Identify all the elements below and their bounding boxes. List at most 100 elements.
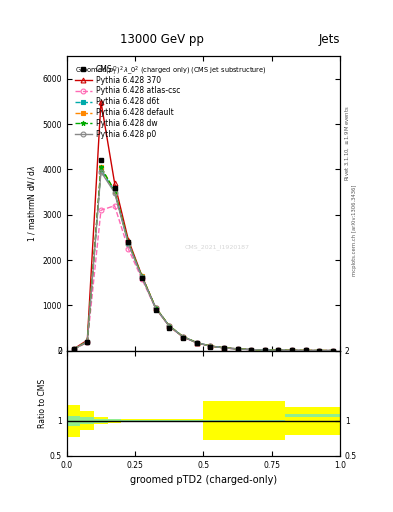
Pythia 6.428 370 — [140, 273, 144, 279]
Pythia 6.428 370 — [276, 347, 281, 353]
Line: Pythia 6.428 default: Pythia 6.428 default — [71, 165, 336, 353]
Pythia 6.428 370 — [303, 348, 308, 354]
Pythia 6.428 dw — [235, 346, 240, 352]
Pythia 6.428 dw — [140, 273, 144, 280]
Pythia 6.428 370 — [71, 346, 76, 352]
Pythia 6.428 atlas-csc — [71, 346, 76, 352]
Pythia 6.428 atlas-csc — [153, 306, 158, 312]
Pythia 6.428 d6t — [71, 346, 76, 352]
Pythia 6.428 default — [222, 345, 226, 351]
Pythia 6.428 370 — [167, 323, 172, 329]
Pythia 6.428 p0 — [99, 168, 103, 175]
CMS — [276, 347, 281, 353]
CMS — [85, 338, 90, 345]
CMS — [71, 346, 76, 352]
Pythia 6.428 d6t — [317, 348, 322, 354]
Pythia 6.428 d6t — [263, 347, 267, 353]
X-axis label: groomed pTD2 (charged-only): groomed pTD2 (charged-only) — [130, 475, 277, 485]
Pythia 6.428 d6t — [99, 166, 103, 173]
Line: Pythia 6.428 atlas-csc: Pythia 6.428 atlas-csc — [71, 203, 336, 353]
Pythia 6.428 atlas-csc — [126, 246, 130, 252]
CMS — [140, 275, 144, 281]
Pythia 6.428 default — [71, 346, 76, 352]
CMS — [222, 345, 226, 351]
Pythia 6.428 370 — [194, 339, 199, 346]
CMS — [126, 239, 130, 245]
Pythia 6.428 d6t — [222, 345, 226, 351]
Pythia 6.428 dw — [303, 348, 308, 354]
CMS — [263, 347, 267, 353]
CMS — [99, 157, 103, 163]
Pythia 6.428 default — [153, 305, 158, 311]
Pythia 6.428 p0 — [249, 347, 253, 353]
Pythia 6.428 atlas-csc — [180, 334, 185, 340]
Pythia 6.428 atlas-csc — [290, 347, 294, 353]
Pythia 6.428 d6t — [167, 323, 172, 329]
Pythia 6.428 atlas-csc — [85, 339, 90, 346]
Text: Groomed$(p_T^D)^2\,\lambda\_0^2$ (charged only) (CMS jet substructure): Groomed$(p_T^D)^2\,\lambda\_0^2$ (charge… — [75, 65, 266, 78]
Pythia 6.428 dw — [276, 347, 281, 353]
Line: CMS: CMS — [71, 158, 336, 353]
Pythia 6.428 default — [290, 347, 294, 353]
Pythia 6.428 370 — [317, 348, 322, 354]
Pythia 6.428 default — [276, 347, 281, 353]
Pythia 6.428 p0 — [140, 274, 144, 280]
Pythia 6.428 dw — [194, 339, 199, 346]
Pythia 6.428 d6t — [194, 339, 199, 346]
Pythia 6.428 default — [208, 343, 213, 349]
CMS — [180, 335, 185, 341]
Pythia 6.428 d6t — [85, 338, 90, 345]
Y-axis label: Ratio to CMS: Ratio to CMS — [38, 378, 47, 428]
Pythia 6.428 d6t — [153, 305, 158, 311]
Pythia 6.428 atlas-csc — [112, 203, 117, 209]
Pythia 6.428 dw — [317, 348, 322, 354]
Pythia 6.428 default — [112, 188, 117, 194]
Pythia 6.428 atlas-csc — [167, 323, 172, 329]
Pythia 6.428 default — [249, 347, 253, 353]
Pythia 6.428 p0 — [303, 348, 308, 354]
Pythia 6.428 atlas-csc — [276, 347, 281, 353]
Pythia 6.428 p0 — [290, 347, 294, 353]
Pythia 6.428 d6t — [235, 346, 240, 352]
CMS — [208, 344, 213, 350]
Legend: CMS, Pythia 6.428 370, Pythia 6.428 atlas-csc, Pythia 6.428 d6t, Pythia 6.428 de: CMS, Pythia 6.428 370, Pythia 6.428 atla… — [73, 63, 182, 141]
Pythia 6.428 p0 — [331, 348, 336, 354]
Pythia 6.428 dw — [331, 348, 336, 354]
Pythia 6.428 p0 — [112, 189, 117, 196]
Pythia 6.428 atlas-csc — [303, 348, 308, 354]
Pythia 6.428 370 — [331, 348, 336, 354]
Line: Pythia 6.428 370: Pythia 6.428 370 — [71, 99, 336, 353]
Pythia 6.428 p0 — [317, 348, 322, 354]
Pythia 6.428 atlas-csc — [331, 348, 336, 354]
Pythia 6.428 p0 — [85, 338, 90, 345]
Text: CMS_2021_I1920187: CMS_2021_I1920187 — [185, 245, 250, 250]
Pythia 6.428 dw — [180, 333, 185, 339]
Pythia 6.428 default — [126, 239, 130, 245]
Pythia 6.428 p0 — [222, 345, 226, 351]
Pythia 6.428 default — [85, 338, 90, 345]
Pythia 6.428 370 — [99, 98, 103, 104]
CMS — [153, 307, 158, 313]
Line: Pythia 6.428 dw: Pythia 6.428 dw — [71, 165, 336, 353]
Pythia 6.428 dw — [71, 346, 76, 352]
Pythia 6.428 atlas-csc — [140, 276, 144, 282]
Text: mcplots.cern.ch [arXiv:1306.3436]: mcplots.cern.ch [arXiv:1306.3436] — [352, 185, 357, 276]
Pythia 6.428 default — [167, 323, 172, 329]
Pythia 6.428 atlas-csc — [317, 348, 322, 354]
Pythia 6.428 dw — [208, 343, 213, 349]
Pythia 6.428 370 — [126, 237, 130, 243]
Pythia 6.428 d6t — [303, 348, 308, 354]
Text: 13000 GeV pp: 13000 GeV pp — [121, 33, 204, 46]
Pythia 6.428 p0 — [180, 334, 185, 340]
Pythia 6.428 p0 — [153, 305, 158, 311]
CMS — [194, 340, 199, 347]
Pythia 6.428 atlas-csc — [194, 340, 199, 346]
CMS — [235, 346, 240, 352]
Pythia 6.428 atlas-csc — [208, 343, 213, 349]
Line: Pythia 6.428 d6t: Pythia 6.428 d6t — [71, 167, 336, 353]
Pythia 6.428 370 — [263, 347, 267, 353]
Pythia 6.428 atlas-csc — [249, 347, 253, 353]
CMS — [290, 347, 294, 353]
Pythia 6.428 atlas-csc — [99, 207, 103, 214]
Pythia 6.428 dw — [290, 347, 294, 353]
